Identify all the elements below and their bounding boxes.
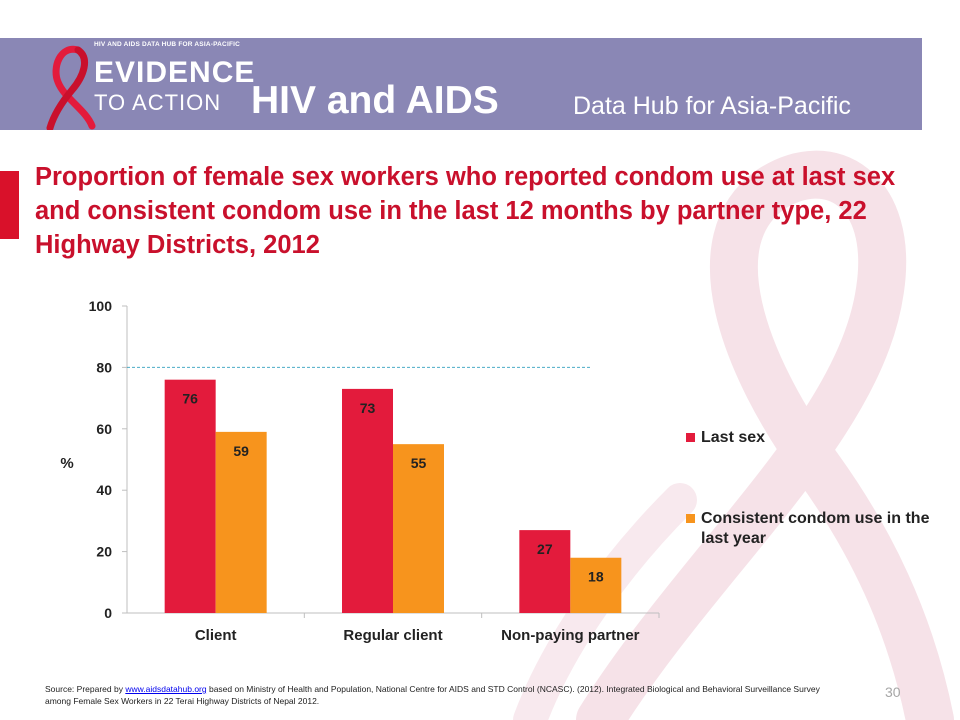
x-tick-label: Non-paying partner [501, 627, 640, 644]
slide-title: Proportion of female sex workers who rep… [35, 163, 896, 259]
legend-item-consistent-use: Consistent condom use in the last year [686, 509, 933, 549]
data-label: 59 [233, 443, 249, 459]
bar-consistent-use [215, 431, 267, 613]
y-tick-label: 40 [96, 482, 112, 498]
bar-consistent-use [570, 557, 622, 613]
hub-subtitle: Data Hub for Asia-Pacific [573, 92, 851, 120]
data-label: 27 [537, 541, 553, 557]
logo-tagline: HIV AND AIDS DATA HUB FOR ASIA-PACIFIC [94, 41, 241, 48]
logo-evidence-text: EVIDENCE [94, 56, 256, 89]
header-band [0, 38, 922, 130]
bar-last-sex [519, 530, 571, 613]
legend-label-last-sex: Last sex [701, 429, 766, 446]
bar-last-sex [342, 388, 393, 613]
data-label: 73 [360, 400, 376, 416]
data-label: 55 [411, 455, 427, 471]
red-ribbon-icon [46, 45, 96, 130]
y-tick-label: 60 [96, 421, 112, 437]
bar-last-sex [164, 379, 216, 613]
x-tick-label: Client [195, 627, 237, 644]
legend-swatch-consistent-use [686, 514, 695, 523]
bar-consistent-use [393, 444, 444, 613]
legend-item-last-sex: Last sex [686, 428, 933, 448]
y-tick-label: 20 [96, 544, 112, 560]
title-accent-bar [0, 171, 19, 239]
data-label: 76 [182, 391, 198, 407]
y-tick-label: 0 [104, 605, 112, 621]
source-link[interactable]: www.aidsdatahub.org [125, 684, 207, 694]
legend-label-consistent-use: Consistent condom use in the last year [701, 510, 930, 547]
page-number: 30 [885, 684, 901, 700]
source-prefix: Source: Prepared by [45, 684, 126, 694]
y-axis-label: % [60, 455, 73, 472]
logo: HIV AND AIDS DATA HUB FOR ASIA-PACIFIC E… [40, 40, 254, 130]
source-note: Source: Prepared by www.aidsdatahub.org … [45, 683, 835, 707]
legend-swatch-last-sex [686, 433, 695, 442]
data-label: 18 [588, 569, 604, 585]
y-tick-label: 100 [89, 298, 113, 314]
y-tick-label: 80 [96, 359, 112, 375]
source-suffix: based on Ministry of Health and Populati… [45, 684, 820, 706]
x-tick-label: Regular client [343, 627, 442, 644]
logo-to-action-text: TO ACTION [94, 90, 222, 115]
hub-title: HIV and AIDS [251, 79, 499, 122]
